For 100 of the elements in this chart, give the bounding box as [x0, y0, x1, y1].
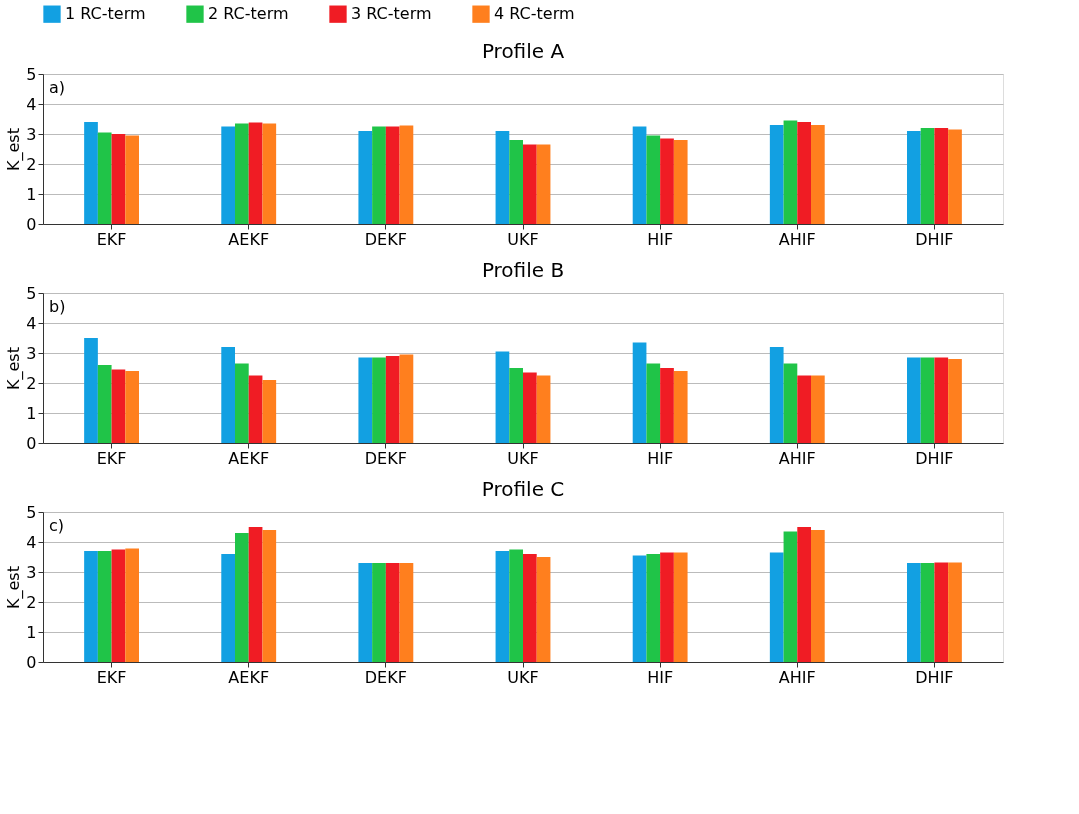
bar: [111, 549, 126, 662]
bar: [248, 527, 263, 662]
bar: [783, 363, 798, 443]
x-tick-label: UKF: [507, 229, 539, 249]
bar: [221, 554, 235, 662]
bar: [948, 359, 962, 443]
x-tick-label: UKF: [507, 448, 539, 468]
bar: [221, 126, 235, 224]
bar: [907, 131, 921, 224]
y-tick-label: 4: [26, 313, 37, 333]
bar: [523, 144, 537, 224]
x-tick-label: AHIF: [778, 667, 816, 687]
bar: [509, 549, 523, 662]
y-tick-label: 2: [26, 373, 37, 393]
bar: [811, 125, 825, 224]
legend-label: 1 RC-term: [65, 4, 146, 24]
bar: [797, 375, 811, 443]
y-tick-label: 1: [26, 622, 37, 642]
x-tick-label: AHIF: [778, 448, 816, 468]
bar: [125, 135, 139, 224]
bar: [125, 548, 139, 662]
bar: [797, 527, 811, 662]
x-tick-label: AEKF: [228, 667, 270, 687]
annotation: a): [49, 78, 66, 97]
x-tick-label: DHIF: [915, 229, 954, 249]
y-tick-label: 1: [26, 184, 37, 204]
bar: [372, 357, 386, 443]
bar: [84, 122, 98, 224]
bar: [797, 122, 811, 224]
bar: [632, 126, 647, 224]
bar: [125, 371, 139, 443]
bar: [934, 562, 949, 662]
bar: [495, 131, 510, 224]
bar: [385, 563, 400, 662]
x-tick-label: DEKF: [364, 667, 407, 687]
bar: [769, 552, 784, 662]
x-tick-label: EKF: [96, 448, 127, 468]
bar: [920, 128, 935, 224]
annotation: b): [49, 297, 66, 316]
bar: [632, 342, 647, 443]
bar: [221, 347, 235, 443]
bar: [358, 131, 373, 224]
bar: [632, 555, 647, 662]
bar: [495, 551, 510, 662]
bar: [262, 123, 277, 224]
bar: [358, 357, 373, 443]
bar: [920, 357, 935, 443]
bar: [934, 357, 949, 443]
bar: [495, 351, 510, 443]
y-tick-label: 3: [26, 343, 37, 363]
x-tick-label: HIF: [647, 667, 674, 687]
bar: [660, 138, 674, 224]
x-tick-label: AEKF: [228, 448, 270, 468]
x-tick-label: EKF: [96, 229, 127, 249]
x-tick-label: DEKF: [364, 229, 407, 249]
y-axis-title: K_est: [4, 128, 25, 171]
bar: [769, 347, 784, 443]
x-tick-label: AEKF: [228, 229, 270, 249]
x-tick-label: UKF: [507, 667, 539, 687]
bar: [399, 563, 414, 662]
x-tick-label: DEKF: [364, 448, 407, 468]
bar: [673, 371, 688, 443]
bar: [523, 554, 537, 662]
y-axis-title: K_est: [4, 347, 25, 390]
bar: [235, 363, 249, 443]
y-tick-label: 5: [26, 64, 37, 84]
bar: [769, 125, 784, 224]
annotation: c): [49, 516, 65, 535]
bar: [660, 552, 674, 662]
bar: [934, 128, 949, 224]
bar: [97, 132, 112, 224]
x-tick-label: DHIF: [915, 448, 954, 468]
y-tick-label: 0: [26, 214, 37, 234]
y-axis-title: K_est: [4, 566, 25, 609]
x-tick-label: AHIF: [778, 229, 816, 249]
bar: [235, 533, 249, 662]
bar: [235, 123, 249, 224]
y-tick-label: 2: [26, 154, 37, 174]
bar: [385, 126, 400, 224]
legend-label: 4 RC-term: [494, 4, 575, 24]
bar: [646, 363, 661, 443]
bar: [509, 140, 523, 224]
bar: [509, 368, 523, 443]
bar: [948, 129, 962, 224]
bar: [811, 530, 825, 662]
bar: [673, 140, 688, 224]
bar: [97, 551, 112, 662]
legend-label: 3 RC-term: [351, 4, 432, 24]
bar: [262, 380, 277, 443]
bar: [920, 563, 935, 662]
bar: [811, 375, 825, 443]
x-tick-label: DHIF: [915, 667, 954, 687]
bar: [111, 134, 126, 224]
bar: [536, 375, 551, 443]
y-tick-label: 5: [26, 283, 37, 303]
bar: [399, 125, 414, 224]
bar: [948, 562, 962, 662]
chart-title: Profile A: [481, 39, 565, 63]
bar: [372, 126, 386, 224]
bar: [248, 122, 263, 224]
